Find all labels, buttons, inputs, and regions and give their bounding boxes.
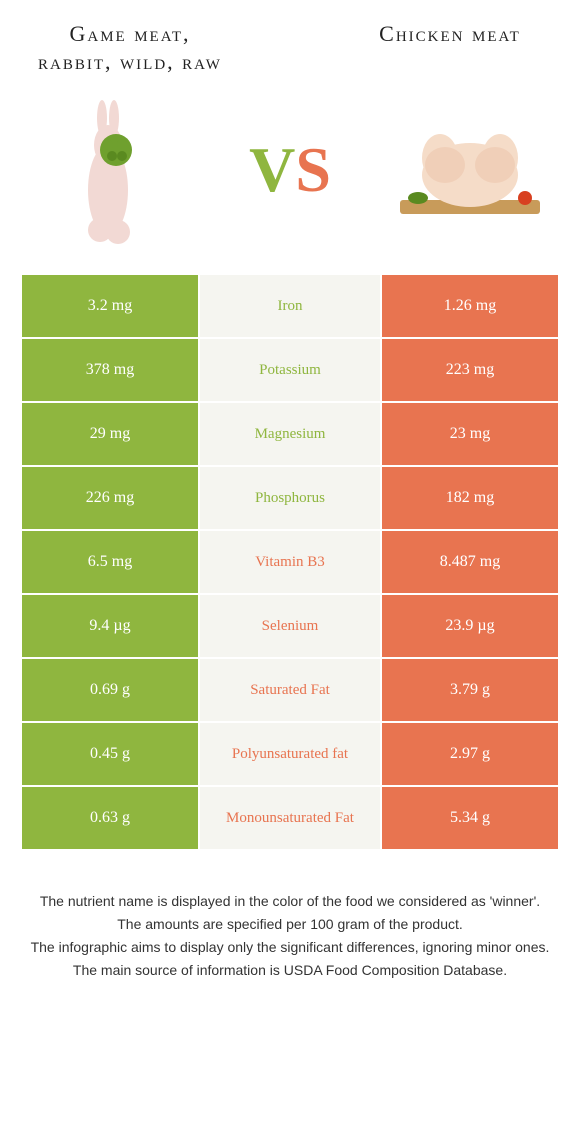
chicken-icon — [390, 110, 550, 230]
chicken-image — [390, 85, 550, 255]
value-right: 1.26 mg — [380, 275, 558, 337]
footer-line: The amounts are specified per 100 gram o… — [28, 914, 552, 935]
footer-notes: The nutrient name is displayed in the co… — [0, 851, 580, 1003]
nutrient-row: 0.63 gMonounsaturated Fat5.34 g — [22, 787, 558, 849]
value-left: 3.2 mg — [22, 275, 200, 337]
nutrient-name: Selenium — [200, 595, 380, 657]
footer-line: The main source of information is USDA F… — [28, 960, 552, 981]
nutrient-row: 0.69 gSaturated Fat3.79 g — [22, 659, 558, 721]
nutrient-row: 29 mgMagnesium23 mg — [22, 403, 558, 465]
nutrient-name: Monounsaturated Fat — [200, 787, 380, 849]
value-left: 0.69 g — [22, 659, 200, 721]
nutrient-row: 6.5 mgVitamin B38.487 mg — [22, 531, 558, 593]
images-row: VS — [0, 75, 580, 275]
food-left-title: Game meat, rabbit, wild, raw — [30, 20, 230, 75]
value-right: 5.34 g — [380, 787, 558, 849]
food-right-title: Chicken meat — [350, 20, 550, 48]
nutrient-name: Potassium — [200, 339, 380, 401]
nutrient-row: 9.4 µgSelenium23.9 µg — [22, 595, 558, 657]
nutrient-name: Polyunsaturated fat — [200, 723, 380, 785]
value-right: 23 mg — [380, 403, 558, 465]
value-right: 8.487 mg — [380, 531, 558, 593]
value-left: 9.4 µg — [22, 595, 200, 657]
nutrient-row: 226 mgPhosphorus182 mg — [22, 467, 558, 529]
value-left: 6.5 mg — [22, 531, 200, 593]
nutrient-row: 0.45 gPolyunsaturated fat2.97 g — [22, 723, 558, 785]
value-right: 2.97 g — [380, 723, 558, 785]
value-left: 226 mg — [22, 467, 200, 529]
nutrient-row: 3.2 mgIron1.26 mg — [22, 275, 558, 337]
footer-line: The nutrient name is displayed in the co… — [28, 891, 552, 912]
nutrient-table: 3.2 mgIron1.26 mg378 mgPotassium223 mg29… — [22, 275, 558, 849]
footer-line: The infographic aims to display only the… — [28, 937, 552, 958]
value-left: 29 mg — [22, 403, 200, 465]
value-right: 23.9 µg — [380, 595, 558, 657]
nutrient-name: Magnesium — [200, 403, 380, 465]
nutrient-name: Iron — [200, 275, 380, 337]
value-right: 3.79 g — [380, 659, 558, 721]
value-right: 182 mg — [380, 467, 558, 529]
value-right: 223 mg — [380, 339, 558, 401]
nutrient-name: Saturated Fat — [200, 659, 380, 721]
vs-label: VS — [249, 133, 331, 207]
nutrient-row: 378 mgPotassium223 mg — [22, 339, 558, 401]
nutrient-name: Vitamin B3 — [200, 531, 380, 593]
header: Game meat, rabbit, wild, raw Chicken mea… — [0, 0, 580, 75]
value-left: 0.63 g — [22, 787, 200, 849]
nutrient-name: Phosphorus — [200, 467, 380, 529]
rabbit-image — [30, 85, 190, 255]
value-left: 0.45 g — [22, 723, 200, 785]
value-left: 378 mg — [22, 339, 200, 401]
rabbit-icon — [60, 90, 160, 250]
